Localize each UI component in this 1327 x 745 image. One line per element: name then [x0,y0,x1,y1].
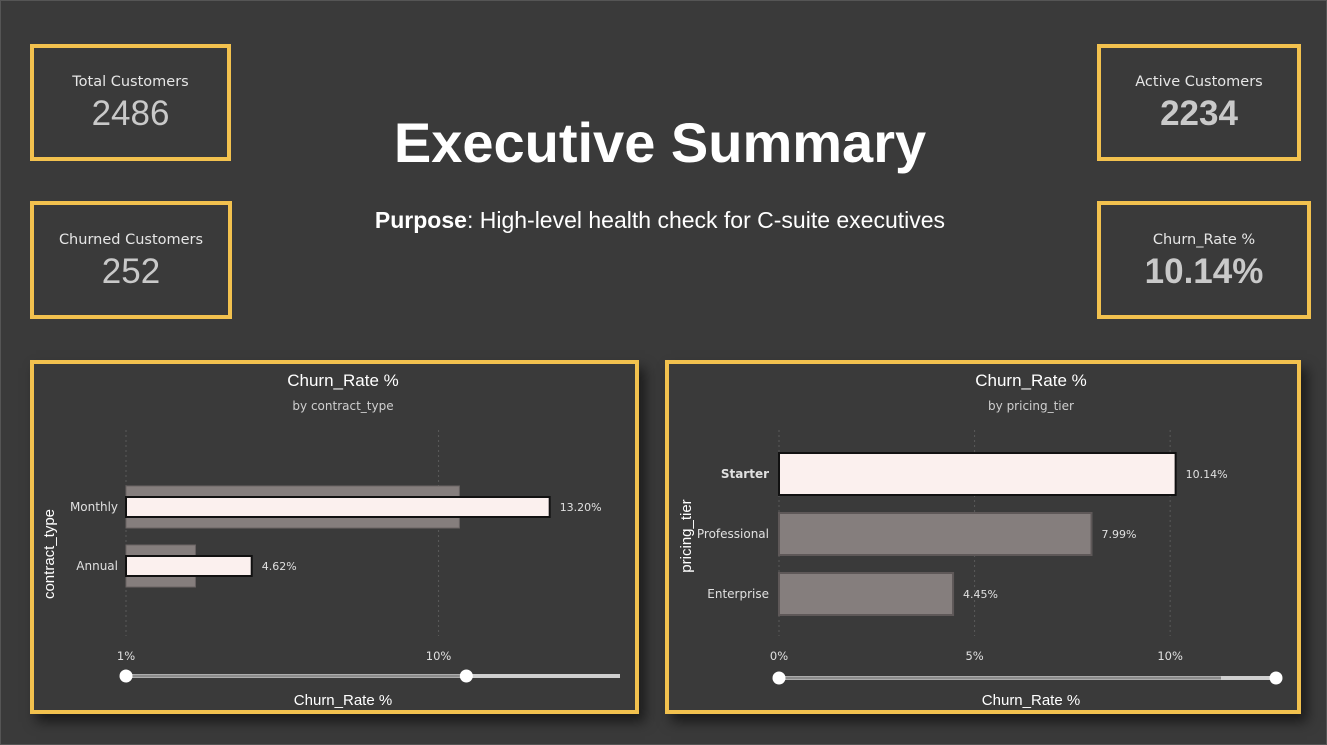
category-label: Professional [697,527,769,541]
x-tick-label: 1% [117,649,135,663]
x-tick-label: 0% [770,649,788,663]
purpose-label: Purpose [374,207,467,233]
chart-title: Churn_Rate % [975,371,1087,390]
category-label: Starter [721,467,769,481]
chart-subtitle: by contract_type [292,399,393,413]
slider-handle-max[interactable] [459,669,473,683]
kpi-label: Total Customers [72,74,189,90]
slider-handle-max[interactable] [1269,671,1283,685]
data-label: 13.20% [560,501,602,514]
x-tick-label: 10% [1157,649,1183,663]
kpi-value: 10.14% [1144,251,1264,291]
y-axis-title: contract_type [41,509,58,599]
category-label: Monthly [70,500,118,514]
category-label: Enterprise [707,587,769,601]
kpi-value: 2234 [1160,94,1238,133]
kpi-value: 252 [101,251,161,291]
bar[interactable] [778,572,955,616]
category-label: Annual [76,559,118,573]
kpi-value: 2486 [91,94,170,133]
kpi-churned-customers[interactable]: Churned Customers 252 [30,201,232,319]
page-title: Executive Summary [393,111,927,174]
purpose-text: : High-level health check for C-suite ex… [466,207,946,233]
kpi-label: Churn_Rate % [1152,231,1256,248]
x-axis-title: Churn_Rate % [294,692,392,709]
bar[interactable] [125,496,551,518]
y-axis-title: pricing_tier [678,499,695,572]
chart-panel-pricing-tier[interactable]: Churn_Rate % by pricing_tier pricing_tier 0… [665,360,1301,714]
kpi-active-customers[interactable]: Active Customers 2234 [1097,44,1301,161]
x-axis-title: Churn_Rate % [982,692,1080,709]
kpi-churn-rate[interactable]: Churn_Rate % 10.14% [1097,201,1311,319]
chart-panel-contract-type[interactable]: Churn_Rate % by contract_type contract_typ… [30,360,639,714]
x-tick-label: 10% [426,649,452,663]
bar[interactable] [778,512,1093,556]
kpi-label: Active Customers [1135,74,1263,90]
churn-by-contract-type-chart: Churn_Rate % by contract_type contract_typ… [41,371,620,709]
slider-handle-min[interactable] [119,669,133,683]
chart-subtitle: by pricing_tier [988,399,1074,413]
purpose-statement: Purpose: High-level health check for C-s… [280,207,1040,234]
slider-handle-min[interactable] [772,671,786,685]
x-tick-label: 5% [965,649,983,663]
churn-by-pricing-tier-chart: Churn_Rate % by pricing_tier pricing_tier 0… [678,371,1283,709]
data-label: 4.62% [262,560,297,573]
data-label: 7.99% [1102,528,1137,541]
data-label: 10.14% [1186,468,1228,481]
data-label: 4.45% [963,588,998,601]
bar[interactable] [125,555,253,577]
bar[interactable] [778,452,1177,496]
chart-title: Churn_Rate % [287,371,399,390]
kpi-label: Churned Customers [58,231,204,248]
kpi-total-customers[interactable]: Total Customers 2486 [30,44,231,161]
